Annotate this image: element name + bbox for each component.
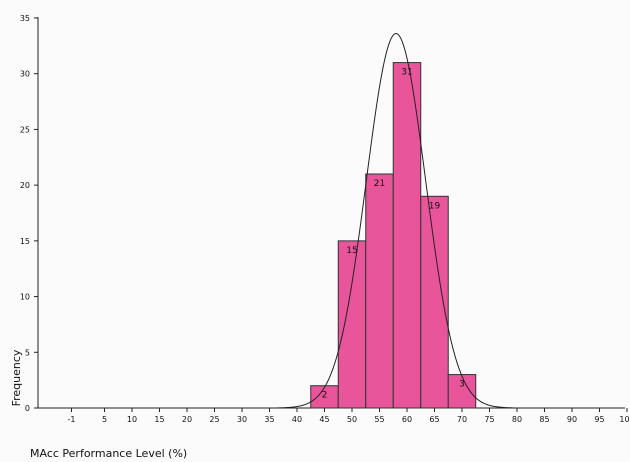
y-tick-label: 5 [25, 348, 30, 357]
bar-value-label: 15 [346, 246, 357, 256]
bar-value-label: 19 [429, 201, 441, 211]
x-tick-label: 10 [127, 415, 137, 424]
x-tick-label: 25 [209, 415, 219, 424]
x-tick-label: 100 [619, 415, 630, 424]
x-axis-label: MAcc Performance Level (%) [30, 447, 187, 460]
x-tick-label: -1 [68, 415, 76, 424]
x-tick-label: 5 [102, 415, 107, 424]
x-tick-label: 55 [374, 415, 384, 424]
x-tick-label: 35 [264, 415, 274, 424]
histogram-bar [337, 240, 367, 409]
y-axis: 0 5 10 15 20 25 30 35 [20, 14, 39, 413]
bar-value-label: 3 [459, 380, 465, 390]
x-tick-label: 95 [594, 415, 604, 424]
y-tick-label: 20 [20, 181, 30, 190]
x-axis: -1 5 10 15 20 25 30 35 40 45 50 55 60 65 70 75 80 85 90 95 1… [38, 407, 630, 424]
x-tick-label: 75 [484, 415, 494, 424]
y-tick-label: 15 [20, 237, 30, 246]
x-tick-label: 70 [457, 415, 467, 424]
x-tick-label: 80 [512, 415, 522, 424]
x-tick-label: 85 [539, 415, 549, 424]
histogram-bar [447, 374, 477, 409]
bar-labels: 2 15 21 31 19 3 [322, 68, 465, 401]
x-tick-label: 20 [182, 415, 192, 424]
x-tick-label: 15 [154, 415, 164, 424]
x-tick-label: 90 [567, 415, 577, 424]
bar-value-label: 2 [322, 391, 328, 401]
y-tick-label: 25 [20, 125, 30, 134]
x-tick-label: 40 [292, 415, 302, 424]
y-axis-label: Frequency [10, 349, 23, 406]
x-tick-label: 65 [429, 415, 439, 424]
x-tick-label: 30 [237, 415, 247, 424]
histogram-bars [310, 62, 477, 409]
x-tick-label: 50 [347, 415, 357, 424]
bar-value-label: 31 [401, 68, 412, 78]
y-tick-label: 10 [20, 293, 30, 302]
histogram-bar [392, 62, 422, 409]
y-tick-label: 35 [20, 14, 30, 23]
histogram-bar [420, 195, 449, 409]
x-tick-label: 45 [319, 415, 329, 424]
y-tick-label: 0 [25, 404, 30, 413]
x-tick-label: 60 [402, 415, 412, 424]
y-tick-label: 30 [20, 70, 30, 79]
bar-value-label: 21 [374, 179, 385, 189]
histogram-bar [365, 173, 394, 409]
normal-curve [277, 32, 514, 409]
